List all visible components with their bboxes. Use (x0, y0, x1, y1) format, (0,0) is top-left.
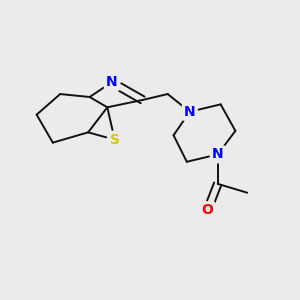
Text: O: O (202, 203, 213, 218)
Text: N: N (106, 75, 118, 89)
Text: N: N (212, 147, 224, 161)
Text: S: S (110, 133, 120, 147)
Text: N: N (184, 105, 196, 119)
